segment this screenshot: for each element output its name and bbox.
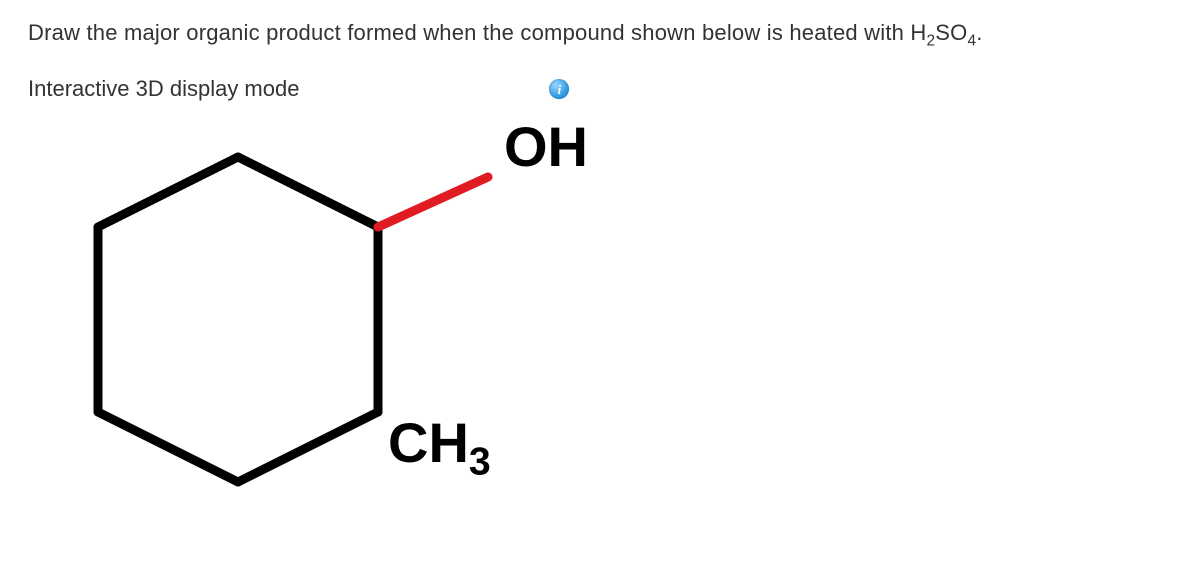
info-icon-glyph: i [558, 83, 562, 96]
molecule-svg: OH CH3 [28, 112, 628, 522]
ch3-label: CH3 [388, 411, 491, 483]
question-mid: SO [935, 20, 967, 45]
question-text: Draw the major organic product formed wh… [28, 20, 1172, 46]
display-mode-label: Interactive 3D display mode [28, 76, 299, 102]
bond [378, 177, 488, 227]
bond [98, 157, 238, 227]
info-icon[interactable]: i [549, 79, 569, 99]
question-suffix: . [976, 20, 982, 45]
question-sub2: 4 [967, 32, 976, 49]
bond [238, 157, 378, 227]
bond [238, 412, 378, 482]
molecule-3d-viewer[interactable]: OH CH3 [28, 112, 628, 522]
mode-row: Interactive 3D display mode i [28, 76, 1172, 102]
question-prefix: Draw the major organic product formed wh… [28, 20, 927, 45]
bond [98, 412, 238, 482]
oh-label: OH [504, 115, 588, 178]
question-sub1: 2 [927, 32, 936, 49]
